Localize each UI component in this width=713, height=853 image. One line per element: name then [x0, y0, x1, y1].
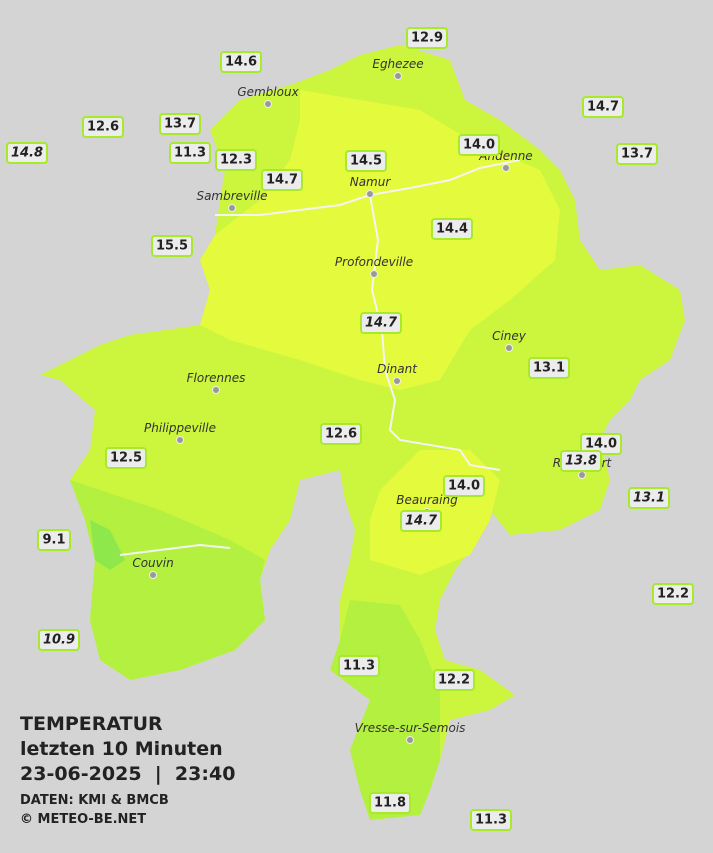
city-dot [502, 164, 510, 172]
station-box [6, 142, 48, 164]
station-temp: 14.7 [266, 173, 298, 188]
station-temp: 13.1 [633, 491, 665, 506]
city-dot [370, 270, 378, 278]
station-temp: 13.7 [621, 147, 653, 162]
station-box [616, 143, 658, 165]
city-name: Sambreville [196, 189, 267, 203]
station-box [151, 235, 193, 257]
station-box [320, 423, 362, 445]
station-temp: 12.2 [438, 673, 470, 688]
station-box [528, 357, 570, 379]
station-temp: 12.3 [220, 153, 252, 168]
station-box [652, 583, 694, 605]
station-temp: 14.0 [463, 138, 495, 153]
station-box [433, 669, 475, 691]
city-name: Dinant [377, 362, 418, 376]
city-name: Florennes [187, 371, 246, 385]
station-temp: 13.1 [533, 361, 565, 376]
city-dot [366, 190, 374, 198]
station-box [400, 510, 442, 532]
station-box [345, 150, 387, 172]
city-dot [393, 377, 401, 385]
city-name: Gembloux [237, 85, 299, 99]
station-temp: 10.9 [43, 633, 75, 648]
station-temp: 11.3 [174, 146, 206, 161]
station-temp: 11.3 [475, 813, 507, 828]
source: DATEN: KMI & BMCB [20, 793, 169, 808]
station-temp: 12.2 [657, 587, 689, 602]
station-box [261, 169, 303, 191]
copyright: © METEO-BE.NET [20, 812, 146, 827]
station-box [215, 149, 257, 171]
station-temp: 14.5 [350, 154, 382, 169]
station-temp: 14.6 [225, 55, 257, 70]
warm-zone [200, 90, 560, 390]
subtitle: letzten 10 Minuten [20, 738, 223, 760]
city-name: Vresse-sur-Semois [355, 721, 466, 735]
station-box [105, 447, 147, 469]
station-temp: 13.8 [565, 454, 597, 469]
station-box [338, 655, 380, 677]
city-name: Profondeville [335, 255, 413, 269]
station-box [628, 487, 670, 509]
station-box [369, 792, 411, 814]
station-box [431, 218, 473, 240]
city-dot [228, 204, 236, 212]
city-dot [394, 72, 402, 80]
station-temp: 13.7 [164, 117, 196, 132]
city-name: Namur [350, 175, 392, 189]
station-temp: 14.0 [448, 479, 480, 494]
station-box [470, 809, 512, 831]
city-dot [149, 571, 157, 579]
city-name: Eghezee [372, 57, 423, 71]
city-dot [505, 344, 513, 352]
station-box [220, 51, 262, 73]
city-dot [176, 436, 184, 444]
cool-zone [70, 480, 265, 680]
city-dot [264, 100, 272, 108]
station-temp: 12.5 [110, 451, 142, 466]
title: TEMPERATUR [20, 713, 163, 735]
station-box [443, 475, 485, 497]
datetime: 23-06-2025 | 23:40 [20, 763, 235, 785]
city-name: Philippeville [144, 421, 216, 435]
station-temp: 12.9 [411, 31, 443, 46]
city-dot [578, 471, 586, 479]
station-temp: 14.4 [436, 222, 468, 237]
station-temp: 14.7 [365, 316, 398, 331]
station-temp: 12.6 [87, 120, 119, 135]
station-box [458, 134, 500, 156]
station-box [360, 312, 402, 334]
station-box [82, 116, 124, 138]
station-box [582, 96, 624, 118]
station-temp: 11.3 [343, 659, 375, 674]
city-dot [212, 386, 220, 394]
station-temp: 14.7 [587, 100, 619, 115]
title-block: TEMPERATUR letzten 10 Minuten 23-06-2025… [20, 713, 235, 827]
station-box [159, 113, 201, 135]
station-temp: 9.1 [42, 533, 65, 548]
city-name: Couvin [132, 556, 173, 570]
station-box [169, 142, 211, 164]
city-name: Ciney [492, 329, 527, 343]
station-temp: 12.6 [325, 427, 357, 442]
station-temp: 14.8 [11, 146, 43, 161]
station-temp: 15.5 [156, 239, 188, 254]
cold-zone [90, 520, 125, 570]
station-box [38, 629, 80, 651]
station-box [37, 529, 71, 551]
station-temp: 11.8 [374, 796, 406, 811]
station-temp: 14.0 [585, 437, 617, 452]
station-box [406, 27, 448, 49]
city-name: Beauraing [396, 493, 458, 507]
city-dot [406, 736, 414, 744]
station-temp: 14.7 [405, 514, 438, 529]
station-box [560, 450, 602, 472]
